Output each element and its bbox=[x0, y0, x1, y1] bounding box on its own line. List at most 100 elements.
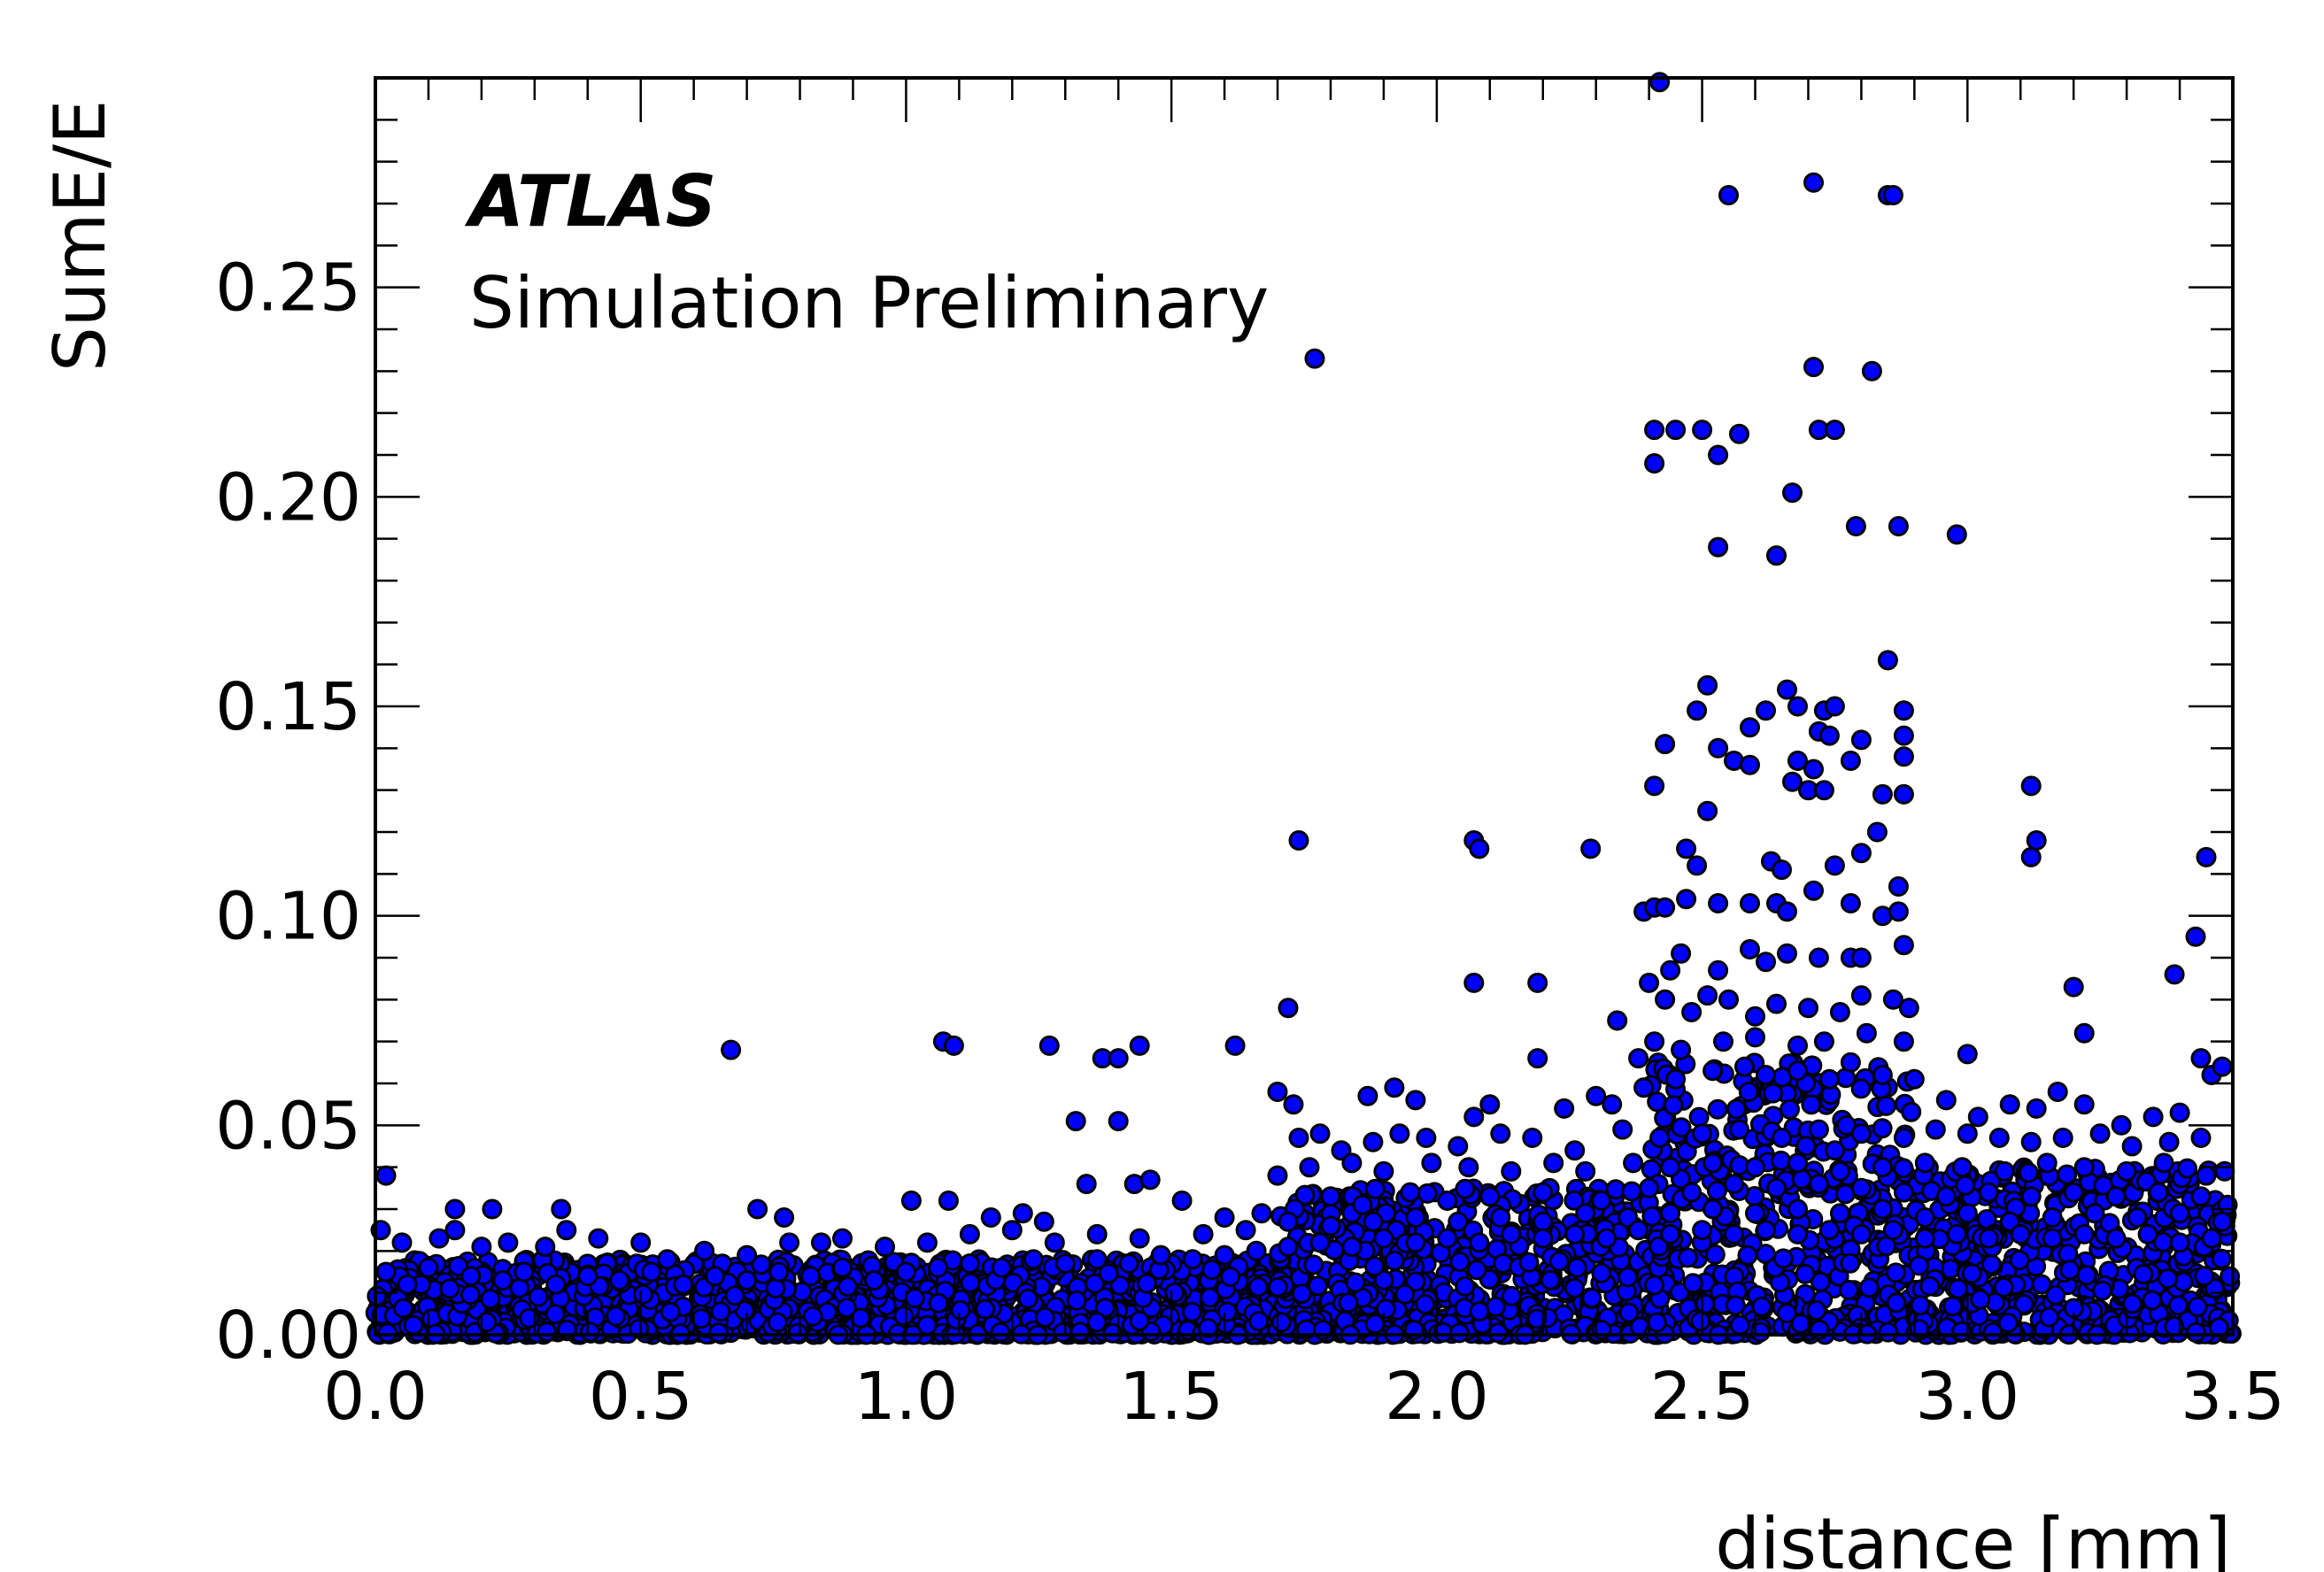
data-point bbox=[1214, 1207, 1235, 1228]
data-point bbox=[1813, 780, 1834, 801]
data-point bbox=[1001, 1220, 1023, 1241]
data-point bbox=[1216, 1301, 1238, 1322]
data-point bbox=[1850, 1078, 1872, 1099]
data-point bbox=[1893, 1158, 1914, 1179]
data-point bbox=[1718, 989, 1739, 1010]
data-point bbox=[537, 1322, 558, 1343]
data-point bbox=[609, 1270, 630, 1291]
data-point bbox=[1224, 1035, 1246, 1056]
data-point bbox=[1278, 998, 1299, 1019]
data-point bbox=[375, 1165, 397, 1186]
data-point bbox=[391, 1232, 413, 1253]
data-point bbox=[444, 1220, 466, 1241]
data-point bbox=[1885, 1262, 1906, 1283]
data-point bbox=[1893, 725, 1914, 746]
data-point bbox=[975, 1298, 996, 1320]
data-point bbox=[2052, 1128, 2073, 1148]
data-point bbox=[482, 1198, 503, 1220]
data-point bbox=[1647, 1312, 1667, 1333]
data-point bbox=[1649, 1128, 1671, 1148]
data-point bbox=[1193, 1223, 1214, 1244]
data-point bbox=[1581, 1288, 1602, 1308]
data-point bbox=[1738, 1082, 1759, 1102]
data-point bbox=[2084, 1203, 2105, 1224]
data-point bbox=[765, 1277, 786, 1298]
data-point bbox=[1363, 1211, 1384, 1232]
data-point bbox=[1235, 1220, 1256, 1241]
data-point bbox=[2073, 1157, 2095, 1178]
data-point bbox=[1808, 1119, 1829, 1140]
y-tick-label: 0.15 bbox=[215, 669, 361, 745]
data-point bbox=[1994, 1160, 2015, 1182]
data-point bbox=[1466, 1260, 1487, 1281]
data-point bbox=[1644, 420, 1665, 441]
data-point bbox=[1455, 1178, 1476, 1199]
data-point bbox=[1660, 959, 1681, 981]
data-point bbox=[864, 1270, 884, 1291]
data-point bbox=[1566, 1257, 1587, 1278]
data-point bbox=[673, 1274, 694, 1295]
data-point bbox=[1066, 1290, 1087, 1311]
data-point bbox=[579, 1322, 600, 1343]
y-axis-title: SumE/E bbox=[39, 100, 121, 372]
data-point bbox=[418, 1257, 439, 1278]
data-point bbox=[1829, 1002, 1850, 1022]
y-tick-label: 0.00 bbox=[215, 1298, 361, 1374]
data-point bbox=[1596, 1228, 1618, 1249]
data-point bbox=[1850, 985, 1872, 1006]
data-point bbox=[1840, 1052, 1861, 1073]
data-point bbox=[1527, 1048, 1548, 1069]
data-point bbox=[950, 1299, 971, 1321]
data-point bbox=[1961, 1263, 1982, 1284]
y-tick-labels: 0.00 0.05 0.10 0.15 0.20 0.25 bbox=[215, 250, 361, 1374]
data-point bbox=[2089, 1123, 2111, 1144]
data-point bbox=[1893, 1031, 1914, 1052]
data-point bbox=[556, 1220, 577, 1241]
data-point bbox=[1201, 1260, 1223, 1281]
data-point bbox=[2018, 1162, 2039, 1183]
data-point bbox=[2013, 1293, 2034, 1314]
data-point bbox=[1644, 775, 1665, 797]
data-point bbox=[1740, 939, 1760, 959]
x-tick-label: 2.0 bbox=[1385, 1359, 1489, 1435]
data-point bbox=[1247, 1276, 1269, 1298]
data-point bbox=[1389, 1123, 1410, 1144]
data-point bbox=[660, 1301, 681, 1322]
data-point bbox=[1660, 1157, 1681, 1178]
data-point bbox=[2194, 1266, 2215, 1287]
data-point bbox=[1708, 444, 1729, 466]
data-point bbox=[1756, 1220, 1776, 1241]
y-tick-label: 0.10 bbox=[215, 879, 361, 955]
data-point bbox=[1803, 759, 1824, 780]
data-point bbox=[1893, 1182, 1914, 1203]
data-point bbox=[1644, 1275, 1665, 1296]
data-point bbox=[1942, 1296, 1964, 1317]
data-point bbox=[1697, 985, 1718, 1006]
data-point bbox=[1740, 754, 1760, 775]
data-point bbox=[2121, 1136, 2143, 1157]
data-point bbox=[1850, 1177, 1872, 1198]
data-point bbox=[1955, 1175, 1976, 1196]
data-point bbox=[1150, 1244, 1171, 1266]
data-point bbox=[1687, 855, 1708, 876]
data-point bbox=[1633, 1077, 1655, 1098]
x-tick-label: 1.0 bbox=[854, 1359, 959, 1435]
data-point bbox=[2190, 1128, 2212, 1148]
data-point bbox=[1665, 1068, 1687, 1090]
data-point bbox=[1872, 1118, 1893, 1139]
data-point bbox=[1602, 1094, 1623, 1115]
data-point bbox=[1695, 1293, 1716, 1314]
data-point bbox=[577, 1266, 598, 1287]
data-point bbox=[1303, 1254, 1324, 1275]
data-point bbox=[1829, 1160, 1850, 1182]
data-point bbox=[2009, 1250, 2030, 1271]
data-point bbox=[1838, 1279, 1859, 1300]
data-point bbox=[1980, 1254, 2002, 1275]
data-point bbox=[1726, 1098, 1747, 1120]
data-point bbox=[397, 1274, 418, 1295]
data-point bbox=[2143, 1106, 2164, 1128]
data-point bbox=[1129, 1035, 1150, 1056]
data-point bbox=[1463, 972, 1485, 993]
data-point bbox=[588, 1228, 609, 1249]
